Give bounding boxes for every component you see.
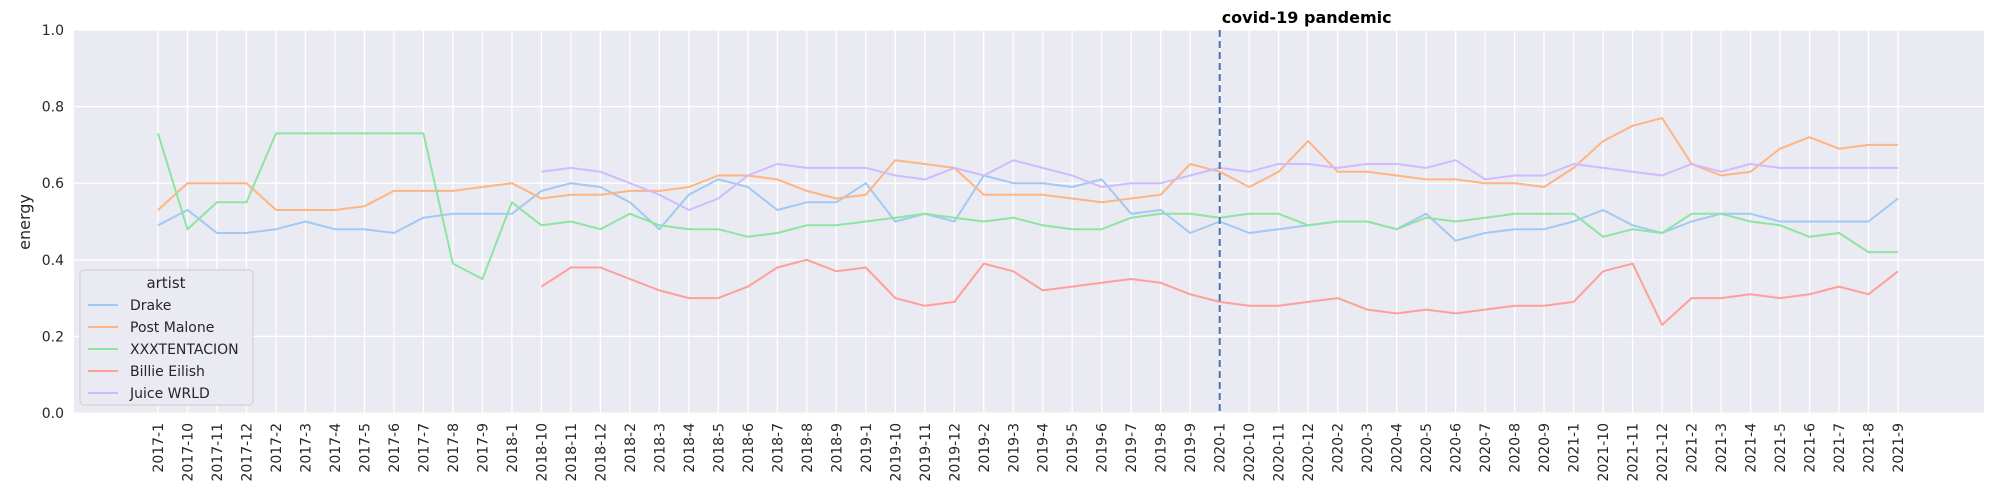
legend-label: Juice WRLD — [129, 386, 210, 402]
y-tick-label: 0.4 — [42, 253, 64, 269]
series-lines — [157, 117, 1899, 326]
legend-label: Post Malone — [130, 320, 214, 336]
y-axis-label: energy — [15, 194, 34, 250]
legend-label: Billie Eilish — [130, 364, 205, 380]
y-tick-label: 0.2 — [42, 329, 64, 345]
x-tick-label: 2017-10 — [180, 423, 196, 482]
x-tick-label: 2020-4 — [1390, 423, 1406, 473]
x-tick-label: 2019-9 — [1183, 423, 1199, 473]
x-tick-label: 2018-9 — [829, 423, 845, 473]
x-tick-label: 2017-12 — [239, 423, 255, 482]
series-line-xxxtentacion — [157, 132, 1898, 280]
x-tick-label: 2020-3 — [1360, 423, 1376, 473]
y-tick-label: 1.0 — [42, 23, 64, 39]
x-tick-label: 2018-4 — [682, 423, 698, 473]
x-tick-label: 2021-11 — [1626, 423, 1642, 482]
x-tick-label: 2018-2 — [623, 423, 639, 473]
x-tick-label: 2020-8 — [1508, 423, 1524, 473]
x-tick-label: 2019-4 — [1036, 423, 1052, 473]
x-tick-label: 2020-6 — [1449, 423, 1465, 473]
x-tick-label: 2021-1 — [1567, 423, 1583, 473]
x-tick-label: 2020-2 — [1331, 423, 1347, 473]
x-tick-label: 2018-10 — [534, 423, 550, 482]
y-tick-label: 0.8 — [42, 100, 64, 116]
x-tick-label: 2019-2 — [977, 423, 993, 473]
y-tick-label: 0.0 — [42, 406, 64, 422]
x-tick-label: 2020-7 — [1478, 423, 1494, 473]
x-tick-label: 2019-11 — [918, 423, 934, 482]
x-tick-label: 2020-9 — [1537, 423, 1553, 473]
x-tick-label: 2021-8 — [1862, 423, 1878, 473]
x-tick-label: 2021-2 — [1685, 423, 1701, 473]
x-tick-label: 2020-10 — [1242, 423, 1258, 482]
x-tick-label: 2018-12 — [593, 423, 609, 482]
x-tick-label: 2021-12 — [1655, 423, 1671, 482]
x-tick-label: 2017-1 — [151, 423, 167, 473]
x-tick-label: 2020-5 — [1419, 423, 1435, 473]
x-tick-label: 2017-9 — [475, 423, 491, 473]
legend-box — [79, 269, 254, 406]
x-tick-label: 2020-11 — [1272, 423, 1288, 482]
x-tick-label: 2021-9 — [1891, 423, 1907, 473]
x-tick-label: 2017-4 — [328, 423, 344, 473]
x-tick-label: 2019-7 — [1124, 423, 1140, 473]
x-tick-label: 2019-10 — [888, 423, 904, 482]
x-tick-label: 2019-12 — [947, 423, 963, 482]
legend-title: artist — [146, 274, 185, 292]
series-line-billie-eilish — [540, 258, 1899, 326]
x-tick-label: 2021-7 — [1832, 423, 1848, 473]
x-tick-label: 2021-6 — [1803, 423, 1819, 473]
y-tick-labels: 0.0 0.2 0.4 0.6 0.8 1.0 — [42, 23, 64, 422]
x-tick-label: 2017-6 — [387, 423, 403, 473]
annotation-layer: covid-19 pandemic — [1218, 8, 1392, 413]
x-tick-label: 2018-8 — [800, 423, 816, 473]
legend-label: Drake — [130, 298, 171, 314]
x-tick-label: 2017-3 — [298, 423, 314, 473]
covid-annotation-label: covid-19 pandemic — [1222, 8, 1392, 27]
x-tick-label: 2018-7 — [770, 423, 786, 473]
x-tick-label: 2021-4 — [1744, 423, 1760, 473]
x-tick-label: 2021-10 — [1596, 423, 1612, 482]
x-tick-label: 2018-3 — [652, 423, 668, 473]
x-tick-label: 2018-1 — [505, 423, 521, 473]
x-tick-label: 2017-5 — [357, 423, 373, 473]
x-tick-label: 2018-5 — [711, 423, 727, 473]
series-line-drake — [157, 174, 1899, 242]
x-tick-label: 2021-3 — [1714, 423, 1730, 473]
series-line-post-malone — [157, 117, 1898, 211]
y-tick-label: 0.6 — [42, 176, 64, 192]
x-tick-label: 2020-12 — [1301, 423, 1317, 482]
x-tick-label: 2019-3 — [1006, 423, 1022, 473]
x-tick-label: 2019-1 — [859, 423, 875, 473]
x-tick-label: 2018-11 — [564, 423, 580, 482]
x-tick-label: 2019-5 — [1065, 423, 1081, 473]
x-tick-label: 2019-6 — [1095, 423, 1111, 473]
x-tick-label: 2020-1 — [1213, 423, 1229, 473]
legend-label: XXXTENTACION — [130, 342, 239, 358]
grid-lines — [74, 29, 1984, 414]
x-tick-label: 2017-7 — [416, 423, 432, 473]
x-tick-label: 2018-6 — [741, 423, 757, 473]
legend-items: Drake Post Malone XXXTENTACION Billie Eilis… — [88, 298, 239, 402]
x-tick-label: 2017-11 — [210, 423, 226, 482]
x-tick-label: 2017-8 — [446, 423, 462, 473]
x-tick-label: 2021-5 — [1773, 423, 1789, 473]
legend: artist Drake Post Malone XXXTENTACION Billi… — [79, 269, 254, 406]
x-tick-label: 2017-2 — [269, 423, 285, 473]
x-tick-label: 2019-8 — [1154, 423, 1170, 473]
x-tick-labels: 2017-1 2017-10 2017-11 2017-12 2017-2 2017-3 2… — [151, 423, 1907, 482]
